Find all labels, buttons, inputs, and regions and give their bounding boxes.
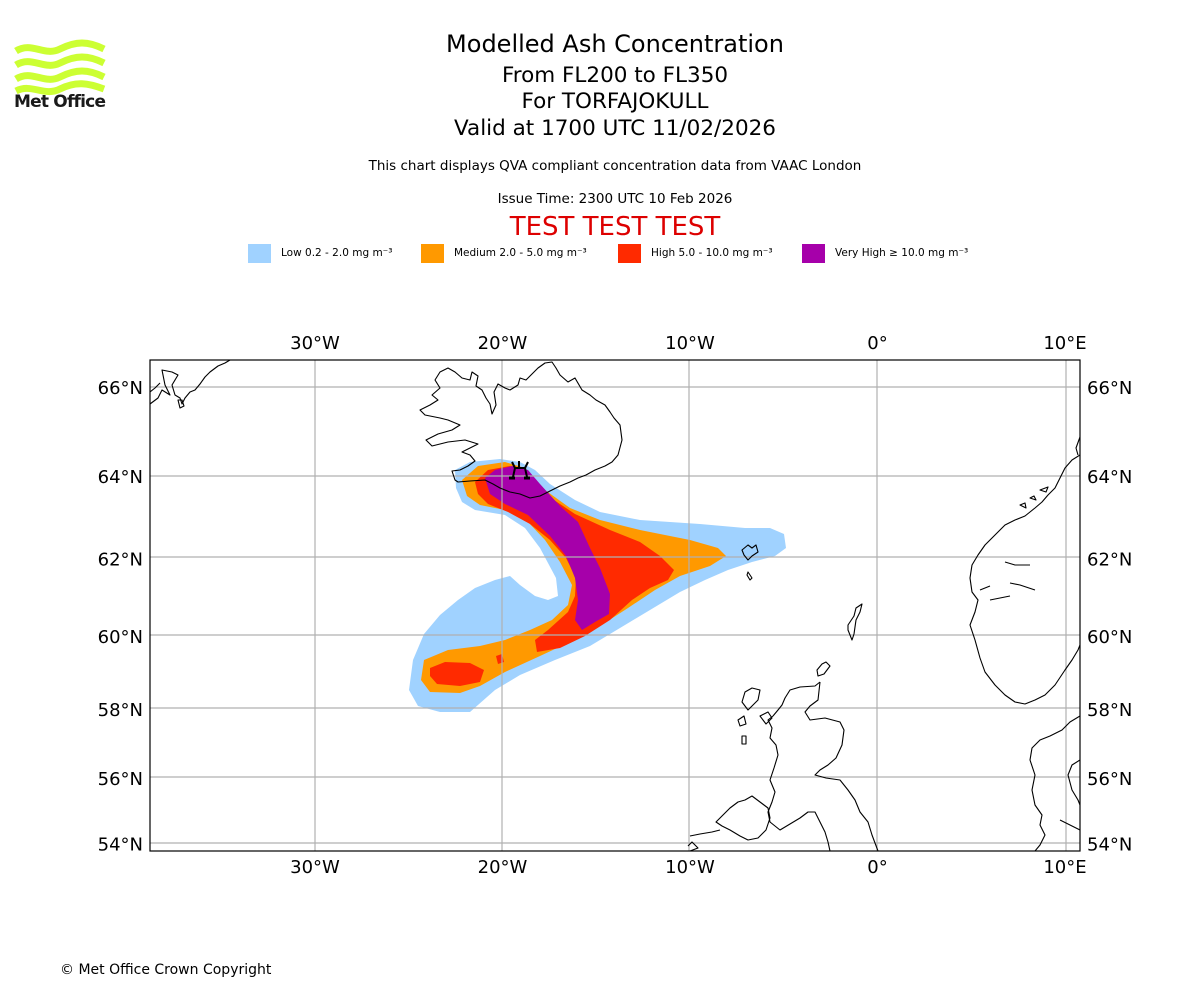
coastline-norway: [969, 454, 1080, 705]
plume-very-high: [485, 466, 610, 630]
x-tick-label-bottom: 10°E: [1043, 857, 1086, 878]
coastline-ireland: [715, 795, 771, 841]
copyright: © Met Office Crown Copyright: [60, 962, 272, 978]
y-tick-label-left: 60°N: [98, 627, 143, 648]
y-tick-label-left: 64°N: [98, 467, 143, 488]
met-office-logo-icon: [14, 39, 106, 96]
x-tick-label-bottom: 30°W: [290, 857, 340, 878]
coastline-hebrides: [737, 687, 773, 745]
legend-item-high: High 5.0 - 10.0 mg m⁻³: [618, 243, 773, 263]
coastline-iceland: [419, 361, 623, 499]
x-tick-label-bottom: 10°W: [665, 857, 715, 878]
x-tick-label-bottom: 0°: [867, 857, 887, 878]
y-tick-label-left: 58°N: [98, 700, 143, 721]
legend-item-medium: Medium 2.0 - 5.0 mg m⁻³: [421, 243, 587, 263]
x-tick-label-bottom: 20°W: [478, 857, 528, 878]
logo-text: Met Office: [14, 92, 106, 112]
y-tick-label-right: 64°N: [1087, 467, 1132, 488]
volcano-symbol-icon: [509, 461, 530, 480]
y-tick-label-right: 66°N: [1087, 378, 1132, 399]
issue-time: Issue Time: 2300 UTC 10 Feb 2026: [497, 191, 733, 207]
chart-title: Modelled Ash Concentration: [446, 30, 784, 58]
coastline-great-britain: [767, 681, 831, 851]
y-tick-label-right: 58°N: [1087, 700, 1132, 721]
chart-description: This chart displays QVA compliant concen…: [368, 158, 862, 174]
y-tick-label-right: 56°N: [1087, 769, 1132, 790]
map-frame: [149, 359, 1081, 852]
y-tick-label-right: 62°N: [1087, 550, 1132, 571]
coastline-faroe: [741, 544, 759, 581]
coastline-shetland: [847, 603, 863, 641]
x-tick-label-top: 0°: [867, 333, 887, 354]
coastline-greenland: [150, 360, 231, 405]
y-tick-label-right: 54°N: [1087, 835, 1132, 856]
legend-label-low: Low 0.2 - 2.0 mg m⁻³: [281, 247, 393, 259]
y-tick-label-left: 62°N: [98, 550, 143, 571]
y-tick-label-left: 66°N: [98, 378, 143, 399]
test-banner: TEST TEST TEST: [509, 212, 721, 242]
legend-swatch-very-high: [802, 243, 825, 263]
legend-swatch-medium: [421, 243, 444, 263]
x-tick-label-top: 30°W: [290, 333, 340, 354]
valid-time: Valid at 1700 UTC 11/02/2026: [453, 116, 776, 141]
legend-label-very-high: Very High ≥ 10.0 mg m⁻³: [835, 247, 969, 259]
legend-swatch-low: [248, 243, 271, 263]
gridlines: [150, 360, 1080, 851]
legend-label-medium: Medium 2.0 - 5.0 mg m⁻³: [454, 247, 587, 259]
coastline-denmark: [1029, 715, 1080, 851]
legend-swatch-high: [618, 243, 641, 263]
y-tick-label-left: 56°N: [98, 769, 143, 790]
plume-medium: [421, 462, 726, 693]
legend-item-low: Low 0.2 - 2.0 mg m⁻³: [248, 243, 392, 263]
legend-label-high: High 5.0 - 10.0 mg m⁻³: [651, 247, 773, 259]
y-tick-label-right: 60°N: [1087, 627, 1132, 648]
coastlines: [150, 360, 1080, 851]
x-tick-label-top: 10°W: [665, 333, 715, 354]
level-range: From FL200 to FL350: [501, 63, 729, 88]
x-tick-label-top: 20°W: [478, 333, 528, 354]
y-tick-label-left: 54°N: [98, 835, 143, 856]
legend-item-very-high: Very High ≥ 10.0 mg m⁻³: [802, 243, 968, 263]
volcano-name: For TORFAJOKULL: [521, 89, 709, 114]
x-tick-label-top: 10°E: [1043, 333, 1086, 354]
